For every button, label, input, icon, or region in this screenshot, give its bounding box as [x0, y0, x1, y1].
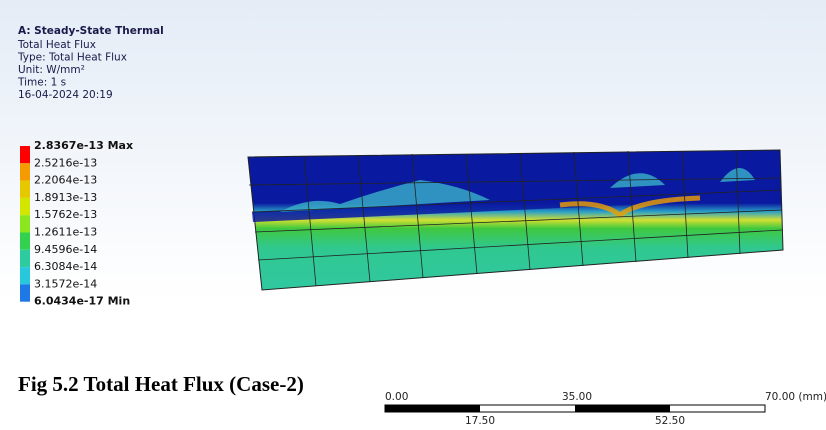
legend-band: [20, 181, 30, 198]
scale-label: 17.50: [465, 415, 495, 427]
screenshot: Fig 5.2 Total Heat Flux (Case-2) A: Stea…: [0, 0, 826, 430]
scale-label: 70.00 (mm): [765, 391, 826, 403]
scale-label: 52.50: [655, 415, 685, 427]
legend-band: [20, 284, 30, 301]
legend-label: 2.5216e-13: [34, 156, 97, 169]
legend-label: 1.5762e-13: [34, 208, 97, 221]
header-line: Type: Total Heat Flux: [17, 52, 127, 64]
legend-label: 1.2611e-13: [34, 226, 97, 239]
legend-label: 1.8913e-13: [34, 191, 97, 204]
model: [248, 150, 783, 290]
header-line: Total Heat Flux: [17, 39, 96, 51]
scale-label: 35.00: [562, 391, 592, 403]
header-line: Time: 1 s: [17, 77, 66, 89]
legend-band: [20, 163, 30, 180]
legend-label: 2.2064e-13: [34, 174, 97, 187]
header-title: A: Steady-State Thermal: [18, 25, 164, 37]
legend-band: [20, 198, 30, 215]
legend-band: [20, 233, 30, 250]
legend-band: [20, 267, 30, 284]
caption: Fig 5.2 Total Heat Flux (Case-2): [18, 372, 304, 396]
header-line: 16-04-2024 20:19: [18, 89, 113, 101]
legend-band: [20, 250, 30, 267]
scale-label: 0.00: [385, 391, 408, 403]
legend-label: 2.8367e-13 Max: [34, 139, 133, 152]
legend-label: 3.1572e-14: [34, 277, 97, 290]
legend-label: 9.4596e-14: [34, 243, 97, 256]
legend-label: 6.0434e-17 Min: [34, 295, 130, 308]
header-line: Unit: W/mm²: [18, 64, 85, 76]
legend-label: 6.3084e-14: [34, 260, 97, 273]
legend-band: [20, 215, 30, 232]
viewport: Fig 5.2 Total Heat Flux (Case-2) A: Stea…: [0, 0, 826, 430]
legend-color-bar: [20, 146, 30, 302]
scale-bar: [385, 405, 765, 412]
legend-band: [20, 146, 30, 163]
